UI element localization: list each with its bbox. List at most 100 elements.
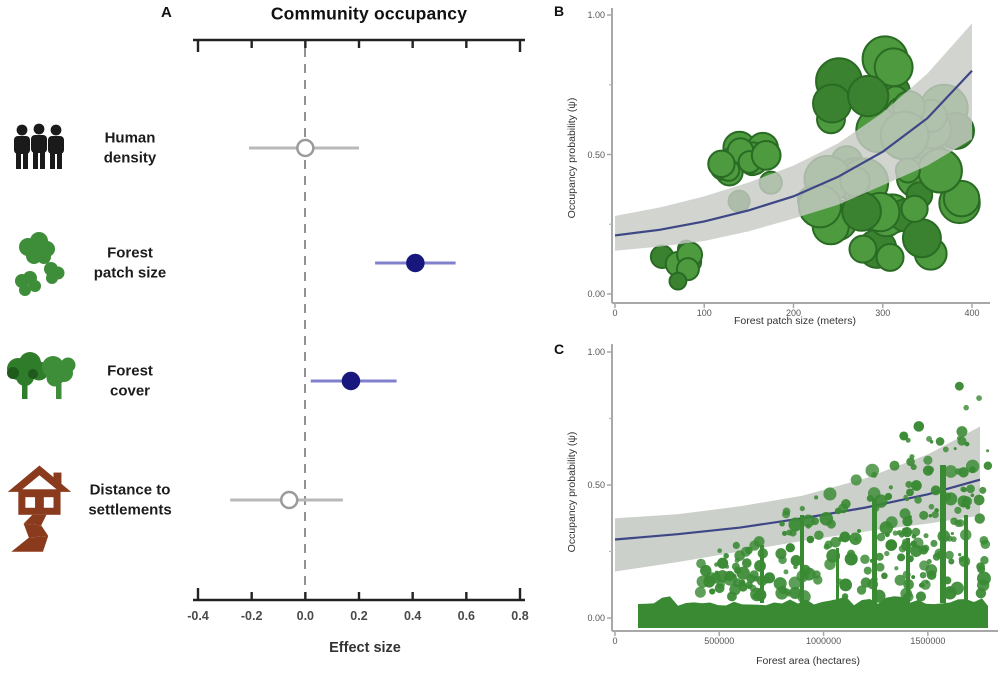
foliage-dot [723, 553, 729, 559]
foliage-dot [911, 575, 916, 580]
foliage-dot [954, 519, 962, 527]
a-x-tick-label: 0.4 [403, 609, 422, 623]
tree-canopy-blob [812, 83, 853, 124]
grass-strip [638, 596, 988, 628]
foliage-dot [914, 496, 922, 504]
foliage-dot [954, 381, 964, 391]
foliage-dot [919, 510, 929, 520]
y-tick-label: 0.50 [587, 149, 605, 160]
foliage-dot [799, 505, 805, 512]
foliage-dot [945, 550, 954, 560]
foliage-dot [717, 548, 722, 554]
foliage-dot [889, 460, 900, 471]
foliage-dot [961, 501, 967, 508]
foliage-dot [884, 492, 893, 501]
foliage-dot [813, 575, 823, 585]
foliage-dot [898, 545, 907, 553]
foliage-dot [901, 527, 909, 535]
foliage-dot [745, 546, 753, 555]
foliage-dot [899, 431, 909, 441]
panel-b-letter: B [554, 3, 565, 19]
foliage-dot [875, 552, 884, 561]
foliage-dot [958, 467, 969, 478]
x-tick-label: 0 [612, 636, 618, 646]
x-tick-label: 300 [875, 308, 891, 318]
foliage-dot [944, 465, 958, 478]
tree-canopy-blob [900, 194, 929, 223]
foliage-dot [946, 535, 953, 542]
panel-a-title: Community occupancy [270, 3, 468, 24]
foliage-dot [753, 575, 760, 582]
foliage-dot [879, 521, 894, 535]
foliage-dot [734, 566, 742, 575]
a-x-tick-label: 0.0 [296, 609, 315, 623]
foliage-dot [926, 466, 934, 474]
tree-canopy-blob [875, 242, 905, 272]
estimate-point [279, 490, 299, 510]
foliage-dot [974, 513, 985, 524]
tree-trunk [872, 498, 877, 603]
foliage-dot [885, 539, 898, 551]
foliage-dot [789, 586, 802, 599]
x-tick-label: 1500000 [910, 636, 946, 646]
foliage-dot [826, 519, 836, 529]
foliage-dot [980, 556, 989, 565]
foliage-dot [915, 591, 927, 602]
foliage-dot [919, 582, 925, 588]
a-x-tick-label: 0.2 [350, 609, 368, 623]
panel-a-xaxis-label: Effect size [329, 640, 401, 656]
foliage-dot [881, 572, 888, 580]
foliage-dot [775, 548, 787, 560]
x-tick-label: 400 [964, 308, 980, 318]
foliage-dot [875, 562, 885, 572]
foliage-dot [892, 530, 898, 536]
foliage-dot [763, 572, 775, 584]
panel-c-letter: C [554, 341, 565, 357]
foliage-dot [897, 553, 906, 562]
tree-canopy-blob [873, 47, 914, 88]
foliage-dot [931, 511, 939, 519]
estimate-point [341, 371, 361, 391]
tree-canopy-blob [847, 74, 890, 118]
foliage-dot [850, 474, 862, 486]
tree-canopy-blob [707, 149, 736, 179]
estimate-point [406, 253, 425, 273]
foliage-dot [930, 485, 941, 496]
foliage-dot [824, 540, 833, 549]
foliage-dot [876, 532, 886, 542]
foliage-dot [919, 571, 927, 579]
y-tick-label: 0.00 [587, 613, 605, 623]
estimate-point [296, 138, 315, 158]
tree-trunk [760, 545, 764, 603]
foliage-dot [966, 484, 975, 494]
foliage-dot [849, 532, 862, 545]
house-path-icon [7, 465, 72, 552]
foliage-dot [928, 514, 933, 518]
forest-cover-icon [7, 352, 76, 399]
foliage-dot [729, 583, 741, 596]
foliage-dot [867, 487, 881, 500]
forest-patch-icon [15, 232, 65, 296]
foliage-dot [779, 521, 785, 527]
y-tick-label: 0.00 [587, 289, 605, 299]
x-tick-label: 1000000 [806, 636, 842, 646]
panel-b-plot [607, 8, 990, 308]
foliage-dot [965, 504, 971, 510]
foliage-dot [928, 503, 935, 510]
panel-a-axes [193, 38, 525, 602]
foliage-dot [778, 585, 787, 595]
foliage-dot [899, 508, 911, 520]
y-tick-label: 1.00 [587, 347, 605, 357]
tree-trunk [940, 465, 946, 603]
a-x-tick-label: 0.8 [511, 609, 529, 623]
foliage-dot [979, 486, 987, 494]
panel-c-yaxis-label: Occupancy probability (ψ) [566, 431, 578, 553]
x-tick-label: 200 [785, 308, 802, 318]
foliage-dot [905, 480, 913, 488]
foliage-dot [857, 528, 862, 534]
panel-a-letter: A [161, 4, 172, 21]
foliage-dot [694, 586, 706, 598]
foliage-dot [814, 530, 824, 540]
